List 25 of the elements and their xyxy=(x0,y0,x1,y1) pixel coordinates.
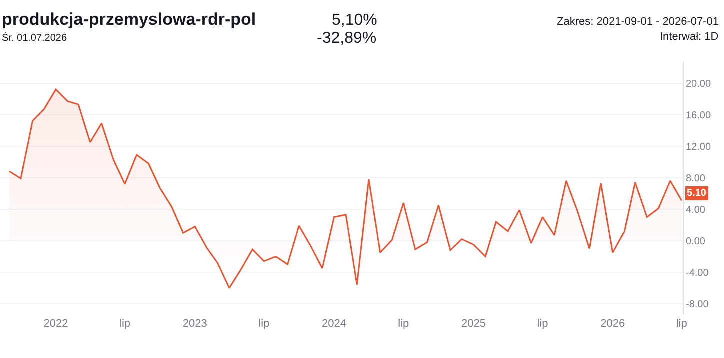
x-tick-label: lip xyxy=(398,318,410,330)
y-tick-label: 16.00 xyxy=(686,110,712,122)
y-tick-label: -8.00 xyxy=(686,299,710,310)
chart-title: produkcja-przemyslowa-rdr-pol xyxy=(2,10,256,29)
text: 5,10% xyxy=(332,12,378,29)
x-tick-label: lip xyxy=(676,318,688,330)
y-tick-label: 0.00 xyxy=(686,236,706,248)
text: Zakres: 2021-09-01 - 2026-07-01 xyxy=(557,16,720,28)
annotation: 5.10 xyxy=(687,188,707,199)
chart-subtitle: Śr. 01.07.2026 xyxy=(2,32,68,44)
y-tick-label: 4.00 xyxy=(686,204,706,216)
x-tick-label: lip xyxy=(537,318,548,330)
y-tick-label: -4.00 xyxy=(686,268,710,279)
y-tick-label: 8.00 xyxy=(686,173,706,184)
text: -32,89% xyxy=(317,30,377,47)
y-tick-label: 12.00 xyxy=(686,142,712,153)
x-tick-label: 2025 xyxy=(462,318,486,330)
x-tick-label: 2022 xyxy=(44,318,68,330)
x-tick-label: lip xyxy=(120,318,131,330)
x-tick-label: lip xyxy=(258,318,270,330)
x-tick-label: 2026 xyxy=(600,318,626,330)
x-tick-label: 2024 xyxy=(322,318,346,330)
text: Interwał: 1D xyxy=(660,31,719,43)
y-tick-label: 20.00 xyxy=(686,78,712,90)
x-tick-label: 2023 xyxy=(182,318,208,330)
